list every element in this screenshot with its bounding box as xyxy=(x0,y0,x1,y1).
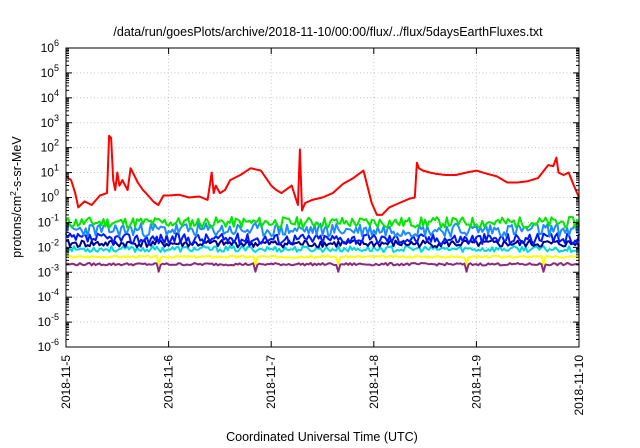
y-tick-label: 10-4 xyxy=(38,287,59,304)
series-line-7 xyxy=(65,254,580,266)
y-axis-label-sup: 2 xyxy=(8,191,18,196)
x-axis-label: Coordinated Universal Time (UTC) xyxy=(226,430,418,444)
y-tick-label: 100 xyxy=(41,188,59,205)
y-tick-label: 104 xyxy=(41,88,59,105)
x-axis: 2018-11-5 2018-11-6 2018-11-7 2018-11-8 2018… xyxy=(59,48,586,416)
y-tick-label: 10-6 xyxy=(38,337,59,354)
series-line-2 xyxy=(65,216,580,229)
y-axis: 10-6 10-5 10-4 10-3 10-2 10-1 100 101 102 103 104 1… xyxy=(38,38,579,354)
y-tick-label: 103 xyxy=(41,113,59,130)
y-tick-label: 10-2 xyxy=(38,237,59,254)
y-tick-label: 106 xyxy=(41,38,59,55)
series-line-3 xyxy=(65,222,580,238)
y-tick-label: 10-3 xyxy=(38,262,59,279)
series-line-1 xyxy=(65,134,580,216)
y-tick-label: 101 xyxy=(41,163,59,180)
y-tick-label: 10-5 xyxy=(38,312,59,329)
chart-title: /data/run/goesPlots/archive/2018-11-10/0… xyxy=(113,25,543,39)
series-line-4 xyxy=(65,232,580,246)
y-tick-label: 102 xyxy=(41,138,59,155)
y-axis-label: protons/cm2-s-sr-MeV xyxy=(8,136,24,258)
y-axis-label-prefix: protons/cm xyxy=(10,196,24,258)
x-tick-label: 2018-11-10 xyxy=(572,355,586,416)
y-axis-label-suffix: -s-sr-MeV xyxy=(10,136,24,192)
x-tick-label: 2018-11-9 xyxy=(469,355,483,409)
x-tick-label: 2018-11-7 xyxy=(264,355,278,409)
series-line-5 xyxy=(65,239,580,249)
series-line-8 xyxy=(65,262,580,273)
series-group xyxy=(65,134,580,273)
y-tick-label: 10-1 xyxy=(38,212,59,229)
x-tick-label: 2018-11-8 xyxy=(367,355,381,409)
x-tick-label: 2018-11-6 xyxy=(162,355,176,409)
x-tick-label: 2018-11-5 xyxy=(59,355,73,409)
series-line-6 xyxy=(65,245,580,254)
y-tick-label: 105 xyxy=(41,63,59,80)
